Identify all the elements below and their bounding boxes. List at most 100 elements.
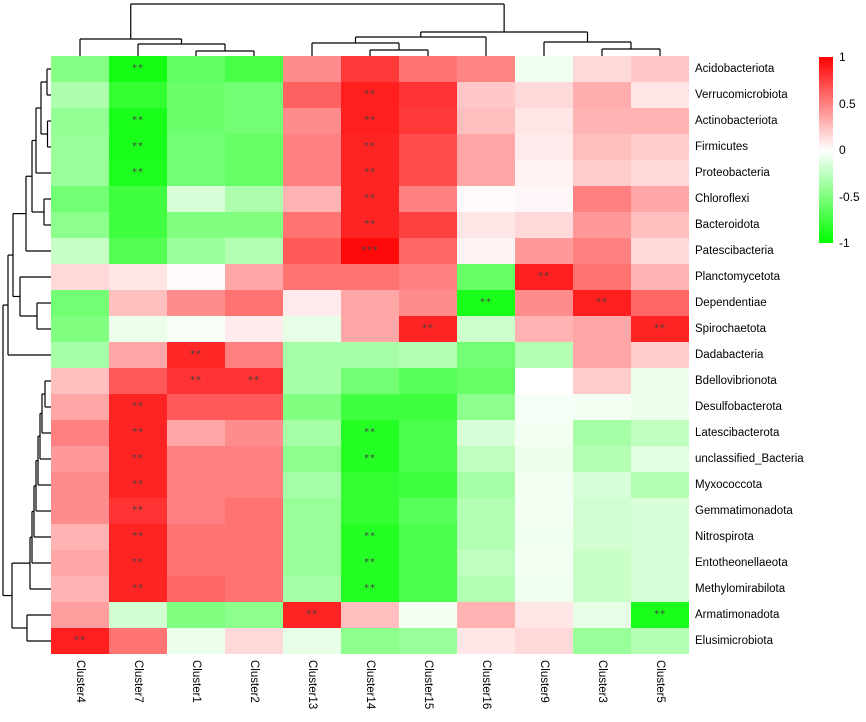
- heatmap-cell: [109, 264, 167, 290]
- heatmap-cell: [341, 264, 399, 290]
- heatmap-grid: ** ** ** ** ** ** ** ** ** ** *** ** ** ** ** ** ** ** ** *…: [51, 56, 689, 654]
- heatmap-cell: [225, 524, 283, 550]
- heatmap-cell: [167, 394, 225, 420]
- heatmap-cell: [399, 186, 457, 212]
- heatmap-cell: [225, 550, 283, 576]
- heatmap-cell: **: [109, 498, 167, 524]
- heatmap-cell: **: [515, 264, 573, 290]
- heatmap-cell: [457, 446, 515, 472]
- heatmap-cell: [109, 602, 167, 628]
- row-label: Entotheonellaeota: [695, 557, 788, 569]
- heatmap-cell: [341, 472, 399, 498]
- heatmap-cell: [225, 342, 283, 368]
- significance-mark: **: [132, 400, 144, 412]
- heatmap-cell: [109, 186, 167, 212]
- heatmap-cell: [457, 628, 515, 654]
- significance-mark: **: [480, 296, 492, 308]
- heatmap-cell: **: [341, 446, 399, 472]
- heatmap-cell: [167, 56, 225, 82]
- heatmap-cell: [515, 82, 573, 108]
- heatmap-cell: [399, 420, 457, 446]
- significance-mark: **: [132, 530, 144, 542]
- heatmap-cell: [51, 82, 109, 108]
- heatmap-cell: [283, 82, 341, 108]
- legend-tick-label: 0.5: [839, 96, 856, 111]
- heatmap-cell: [515, 108, 573, 134]
- heatmap-cell: [225, 420, 283, 446]
- heatmap-cell: [631, 264, 689, 290]
- heatmap-cell: **: [457, 290, 515, 316]
- heatmap-cell: [399, 576, 457, 602]
- significance-mark: **: [364, 88, 376, 100]
- heatmap-cell: [283, 576, 341, 602]
- row-label: Dadabacteria: [695, 349, 764, 361]
- row-label: Elusimicrobiota: [695, 635, 773, 647]
- heatmap-cell: [341, 498, 399, 524]
- significance-mark: **: [132, 478, 144, 490]
- heatmap-cell: [457, 264, 515, 290]
- heatmap-cell: [631, 394, 689, 420]
- heatmap-cell: [225, 290, 283, 316]
- heatmap-cell: [399, 56, 457, 82]
- significance-mark: **: [538, 270, 550, 282]
- significance-mark: **: [364, 426, 376, 438]
- heatmap-cell: **: [341, 576, 399, 602]
- heatmap-cell: [515, 238, 573, 264]
- heatmap-cell: [631, 420, 689, 446]
- heatmap-cell: [167, 160, 225, 186]
- heatmap-cell: [225, 394, 283, 420]
- heatmap-cell: [573, 212, 631, 238]
- heatmap-cell: [225, 576, 283, 602]
- heatmap-cell: [399, 342, 457, 368]
- heatmap-cell: [457, 186, 515, 212]
- heatmap-cell: [399, 264, 457, 290]
- heatmap-cell: **: [109, 576, 167, 602]
- heatmap-cell: [457, 160, 515, 186]
- significance-mark: **: [190, 374, 202, 386]
- significance-mark: **: [364, 556, 376, 568]
- row-label: Myxococcota: [695, 479, 763, 491]
- heatmap-cell: [399, 498, 457, 524]
- heatmap-cell: [515, 56, 573, 82]
- heatmap-cell: [631, 368, 689, 394]
- heatmap-cell: [225, 82, 283, 108]
- row-label: Proteobacteria: [695, 167, 770, 179]
- significance-mark: **: [422, 322, 434, 334]
- heatmap-cell: **: [225, 368, 283, 394]
- heatmap-cell: [341, 316, 399, 342]
- heatmap-cell: [515, 290, 573, 316]
- heatmap-cell: [399, 602, 457, 628]
- heatmap-cell: **: [109, 524, 167, 550]
- row-label: Bdellovibrionota: [695, 375, 777, 387]
- heatmap-cell: [631, 524, 689, 550]
- heatmap-cell: [515, 394, 573, 420]
- heatmap-cell: [109, 368, 167, 394]
- legend-tick-label: -0.5: [839, 189, 860, 204]
- heatmap-cell: [457, 238, 515, 264]
- heatmap-cell: [573, 342, 631, 368]
- heatmap-cell: [457, 394, 515, 420]
- significance-mark: **: [132, 62, 144, 74]
- significance-mark: **: [248, 374, 260, 386]
- heatmap-cell: [283, 342, 341, 368]
- heatmap-cell: **: [109, 550, 167, 576]
- heatmap-cell: [167, 290, 225, 316]
- legend-tick-label: 1: [839, 50, 846, 64]
- heatmap-cell: [283, 394, 341, 420]
- column-label: Cluster4: [74, 660, 86, 703]
- heatmap-cell: **: [109, 394, 167, 420]
- heatmap-cell: [167, 82, 225, 108]
- heatmap-cell: [457, 212, 515, 238]
- heatmap-cell: [631, 160, 689, 186]
- heatmap-cell: [51, 602, 109, 628]
- heatmap-cell: [399, 394, 457, 420]
- heatmap-cell: [573, 368, 631, 394]
- heatmap-cell: [283, 212, 341, 238]
- heatmap-cell: **: [573, 290, 631, 316]
- significance-mark: **: [74, 634, 86, 646]
- heatmap-cell: [51, 446, 109, 472]
- heatmap-cell: [573, 472, 631, 498]
- row-label: Dependentiae: [695, 297, 767, 309]
- heatmap-cell: [167, 420, 225, 446]
